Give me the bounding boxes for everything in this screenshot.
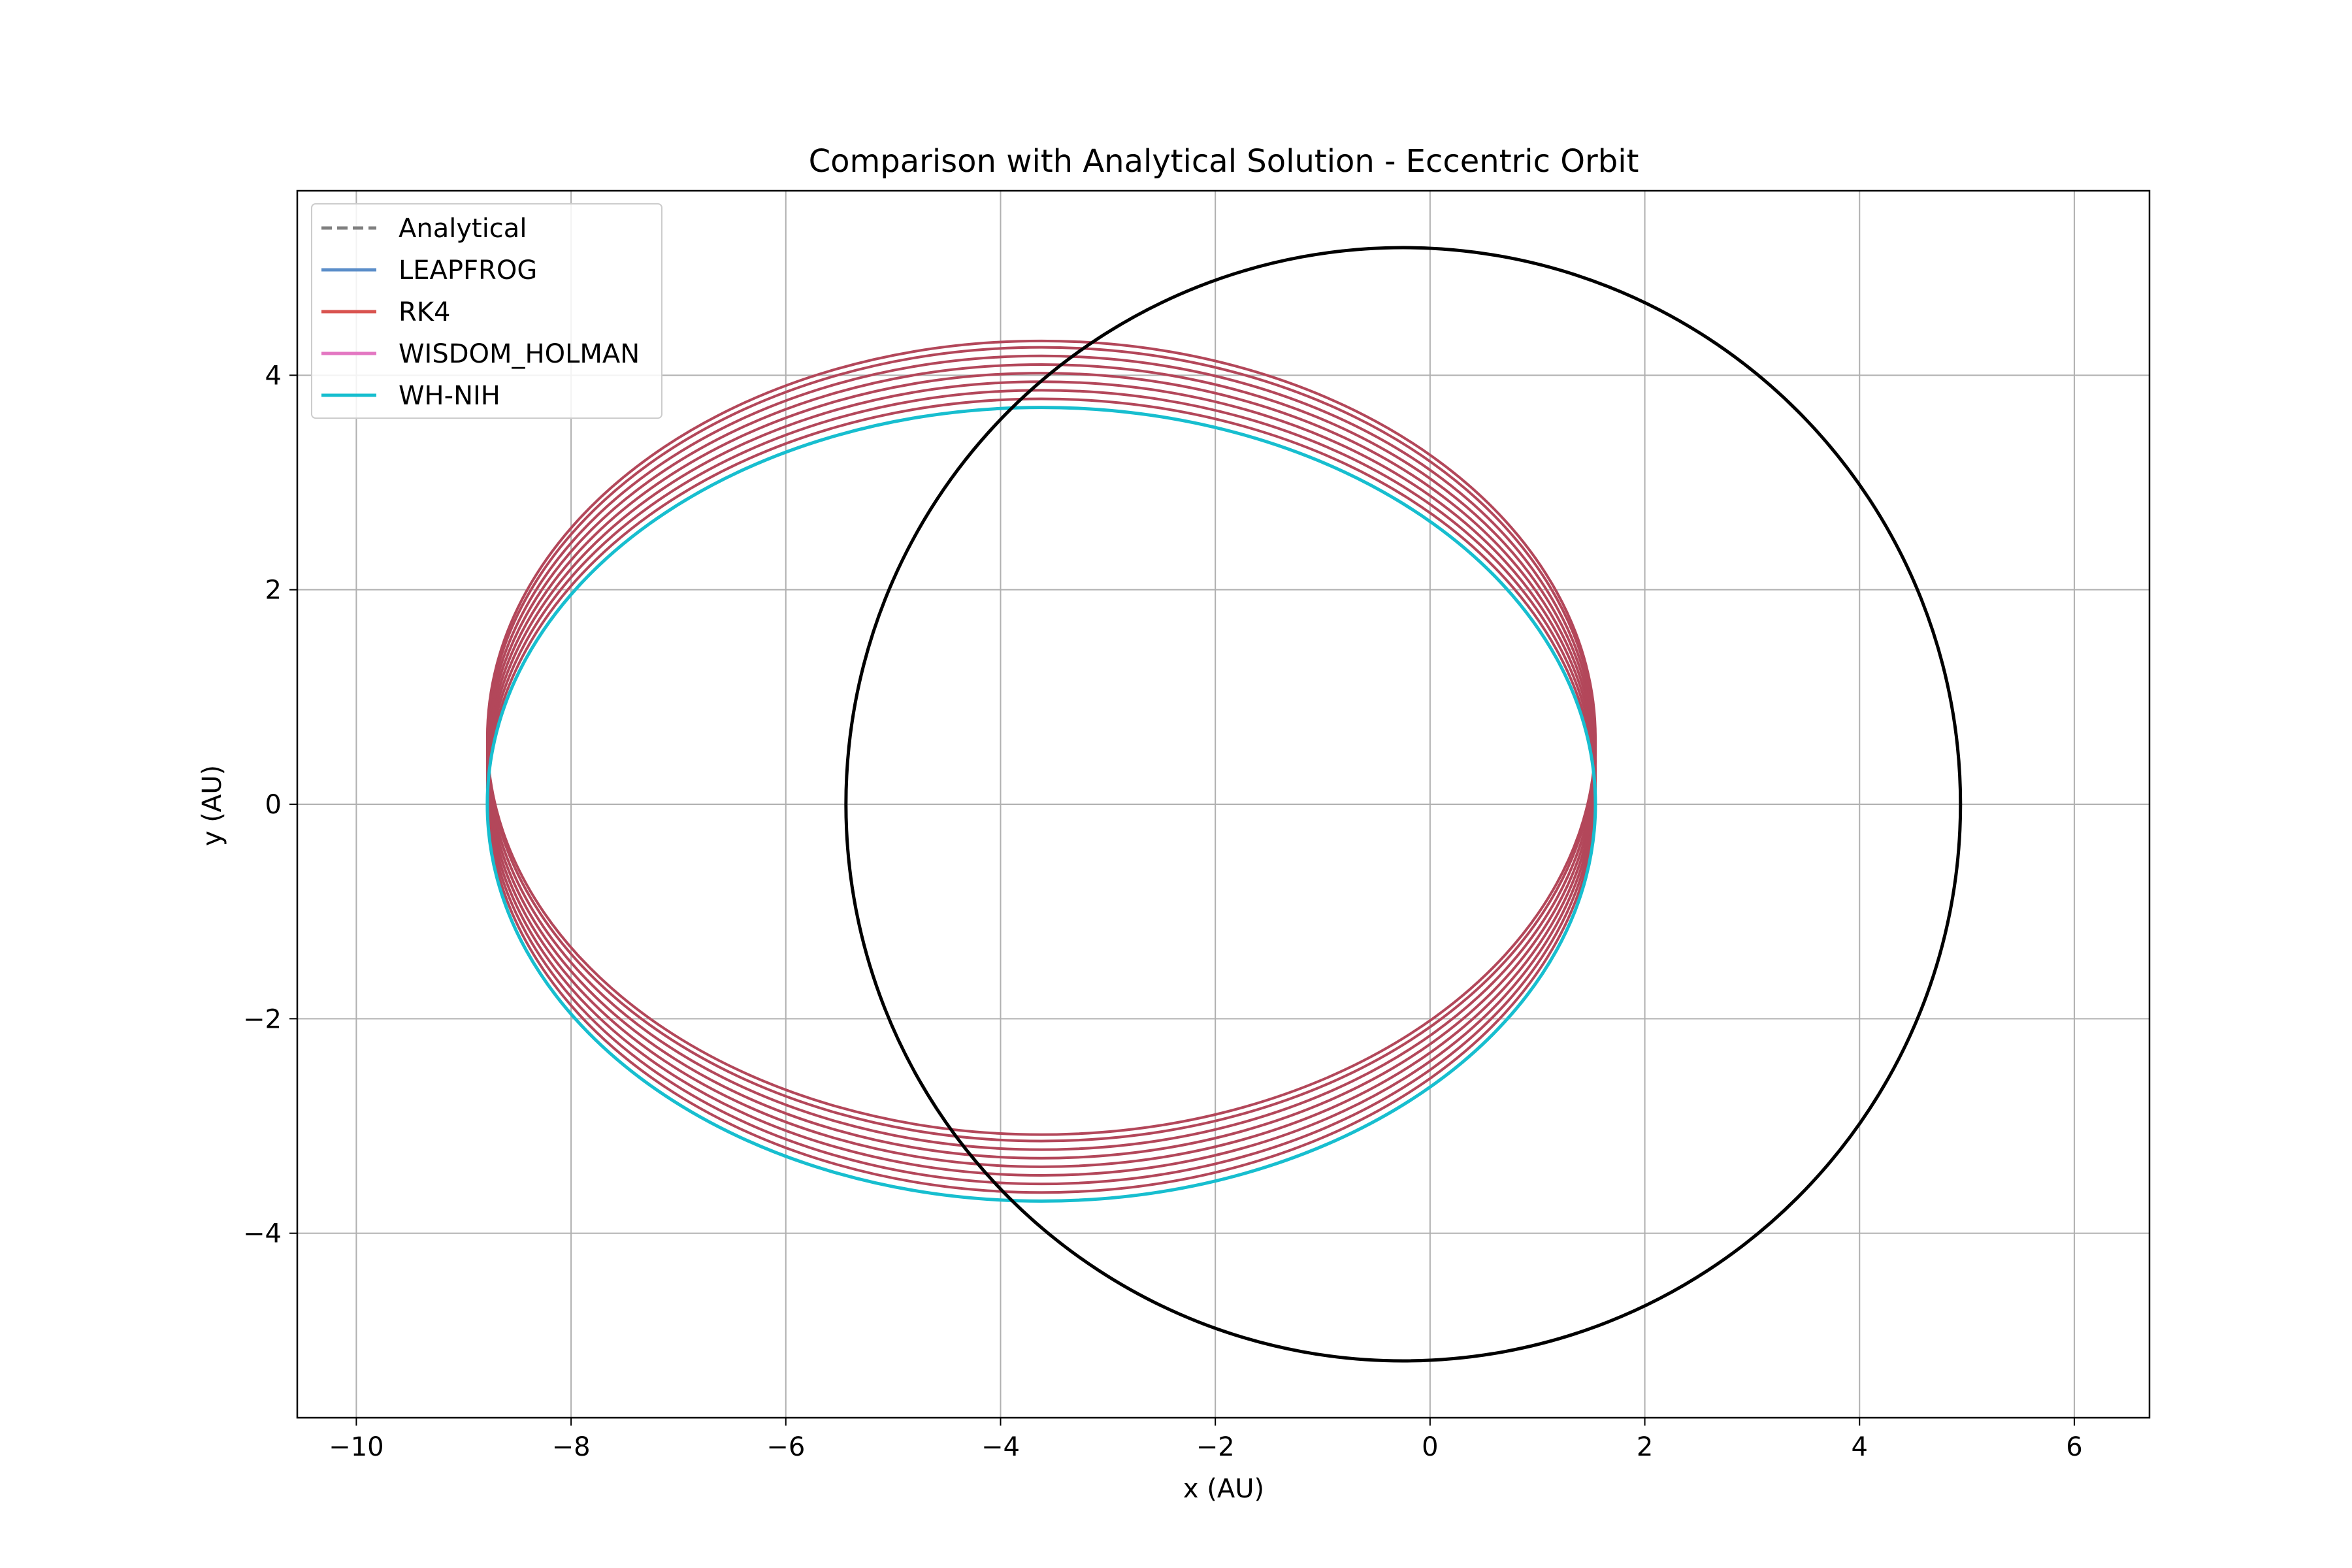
y-tick-label: −4	[243, 1219, 282, 1249]
legend-label: RK4	[399, 297, 450, 327]
y-axis-label: y (AU)	[197, 765, 227, 846]
legend-label: Analytical	[399, 214, 527, 244]
plot-curves	[485, 246, 1963, 1363]
x-tick-label: −2	[1196, 1432, 1235, 1462]
x-tick-label: −6	[766, 1432, 805, 1462]
x-tick-label: −8	[552, 1432, 591, 1462]
axis-ticks: −10 −8 −6 −4 −2 0 2 4 6 −4 −2 0 2 4	[243, 361, 2083, 1462]
legend-label: WH-NIH	[399, 381, 500, 411]
x-tick-label: −4	[981, 1432, 1020, 1462]
black-circle-orbit-line	[844, 246, 1963, 1363]
y-tick-label: 0	[265, 790, 282, 820]
chart-title: Comparison with Analytical Solution - Ec…	[809, 143, 1639, 180]
x-tick-label: 6	[2066, 1432, 2082, 1462]
x-tick-label: 0	[1422, 1432, 1438, 1462]
legend-box	[311, 203, 662, 419]
y-tick-label: 4	[265, 361, 282, 391]
x-tick-label: −10	[329, 1432, 384, 1462]
y-tick-label: 2	[265, 576, 282, 606]
x-axis-label: x (AU)	[1183, 1474, 1264, 1504]
grid	[297, 191, 2149, 1418]
x-tick-label: 2	[1637, 1432, 1653, 1462]
legend-label: WISDOM_HOLMAN	[399, 339, 640, 369]
legend-label: LEAPFROG	[399, 255, 537, 286]
y-tick-label: −2	[243, 1004, 282, 1034]
x-tick-label: 4	[1852, 1432, 1868, 1462]
rk4-orbit-line	[485, 339, 1597, 1136]
wh-nih-orbit-line	[485, 406, 1597, 1203]
legend: Analytical LEAPFROG RK4 WISDOM_HOLMAN WH-NIH	[311, 203, 662, 419]
